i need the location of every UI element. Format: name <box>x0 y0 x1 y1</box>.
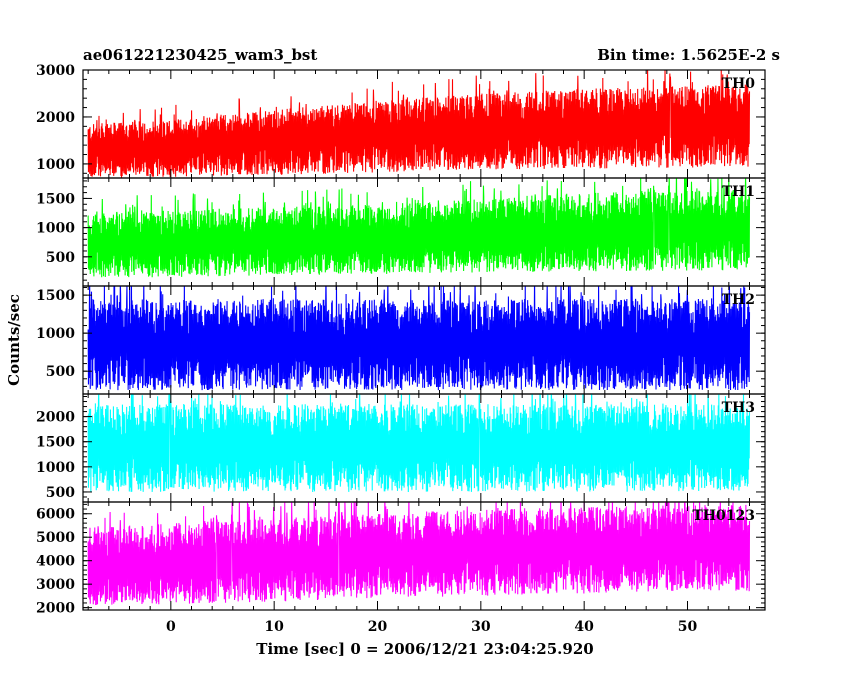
panel-label-th1: TH1 <box>722 184 755 200</box>
x-tick-label: 50 <box>678 619 698 635</box>
y-tick-label: 1000 <box>36 221 75 237</box>
series-th0 <box>87 70 751 178</box>
series-th0123 <box>87 502 751 605</box>
panel-label-th0: TH0 <box>722 76 756 92</box>
x-axis: 0 10 20 30 40 50 <box>166 619 698 635</box>
y-axis-title: Counts/sec <box>5 294 23 386</box>
panel-label-th3: TH3 <box>722 400 755 416</box>
panel-th0: 1000 2000 3000 TH0 <box>36 63 766 179</box>
y-tick-label: 1500 <box>36 288 75 304</box>
panel-th3: 500 1000 1500 2000 TH3 <box>36 393 766 503</box>
y-tick-label: 1000 <box>36 460 75 476</box>
x-tick-label: 40 <box>574 619 594 635</box>
panel-th1: 500 1000 1500 TH1 <box>36 177 766 287</box>
panel-label-th0123: TH0123 <box>692 508 755 524</box>
x-tick-label: 30 <box>471 619 491 635</box>
x-axis-title: Time [sec] 0 = 2006/12/21 23:04:25.920 <box>256 640 593 658</box>
y-tick-label: 5000 <box>36 530 75 546</box>
y-tick-label: 500 <box>46 485 75 501</box>
y-tick-label: 2000 <box>36 110 75 126</box>
series-th3 <box>87 394 751 492</box>
series-th2 <box>87 286 751 391</box>
y-tick-label: 1000 <box>36 326 75 342</box>
chart-title: ae061221230425_wam3_bst <box>83 46 317 64</box>
y-tick-label: 1500 <box>36 435 75 451</box>
x-tick-label: 0 <box>166 619 176 635</box>
panel-th0123: 2000 3000 4000 5000 6000 TH0123 <box>36 501 766 617</box>
x-tick-label: 20 <box>368 619 388 635</box>
y-tick-label: 3000 <box>36 577 75 593</box>
panel-label-th2: TH2 <box>722 292 755 308</box>
series-th1 <box>87 178 751 278</box>
y-tick-label: 3000 <box>36 63 75 79</box>
y-tick-label: 6000 <box>36 507 75 523</box>
bin-time-label: Bin time: 1.5625E-2 s <box>597 46 780 64</box>
y-tick-label: 500 <box>46 364 75 380</box>
x-tick-label: 10 <box>264 619 284 635</box>
panel-th2: 500 1000 1500 TH2 <box>36 285 766 395</box>
y-tick-label: 2000 <box>36 601 75 617</box>
y-tick-label: 1500 <box>36 191 75 207</box>
y-tick-label: 4000 <box>36 554 75 570</box>
y-tick-label: 500 <box>46 250 75 266</box>
y-tick-label: 1000 <box>36 157 75 173</box>
panels-group: 1000 2000 3000 TH0 500 1000 1500 TH1 500 1000 1500… <box>36 63 766 617</box>
y-tick-label: 2000 <box>36 410 75 426</box>
